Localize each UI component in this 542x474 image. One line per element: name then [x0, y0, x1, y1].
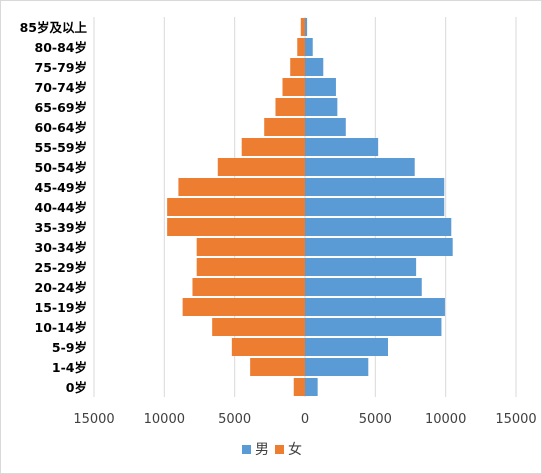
category-label: 30-34岁: [35, 240, 87, 255]
category-label: 70-74岁: [35, 80, 87, 95]
bar-男: [305, 18, 308, 36]
bar-女: [275, 98, 305, 116]
bar-男: [305, 138, 379, 156]
category-label: 35-39岁: [35, 220, 87, 235]
bar-女: [231, 338, 305, 356]
bar-女: [297, 38, 305, 56]
category-label: 25-29岁: [35, 260, 87, 275]
legend-swatch: [275, 444, 284, 454]
category-label: 55-59岁: [35, 140, 87, 155]
category-label: 50-54岁: [35, 160, 87, 175]
bar-男: [305, 278, 422, 296]
x-tick-label: 15000: [73, 412, 114, 427]
category-label: 20-24岁: [35, 280, 87, 295]
bar-女: [293, 378, 305, 396]
legend-item: 男: [242, 439, 269, 459]
x-tick-label: 10000: [425, 412, 466, 427]
bar-男: [305, 318, 442, 336]
bar-男: [305, 158, 415, 176]
bar-女: [196, 238, 305, 256]
category-label: 0岁: [66, 380, 87, 395]
category-label: 5-9岁: [52, 340, 87, 355]
bar-男: [305, 358, 369, 376]
category-label: 75-79岁: [35, 60, 87, 75]
category-label: 45-49岁: [35, 180, 87, 195]
x-tick-label: 5000: [218, 412, 251, 427]
bar-女: [300, 18, 305, 36]
bar-女: [241, 138, 305, 156]
bar-女: [192, 278, 305, 296]
category-label: 65-69岁: [35, 100, 87, 115]
bar-男: [305, 258, 417, 276]
x-tick-label: 15000: [495, 412, 536, 427]
bar-男: [305, 178, 445, 196]
category-label: 1-4岁: [52, 360, 87, 375]
bar-男: [305, 38, 313, 56]
bar-女: [178, 178, 305, 196]
bar-女: [196, 258, 305, 276]
bar-男: [305, 298, 445, 316]
legend-swatch: [242, 444, 251, 454]
bar-女: [264, 118, 305, 136]
chart-legend: 男女: [1, 439, 542, 459]
bar-男: [305, 338, 388, 356]
bar-男: [305, 238, 453, 256]
bar-女: [212, 318, 305, 336]
legend-label: 男: [255, 442, 269, 458]
category-label: 15-19岁: [35, 300, 87, 315]
bar-男: [305, 78, 336, 96]
bar-男: [305, 218, 452, 236]
category-label: 85岁及以上: [20, 20, 88, 35]
legend-item: 女: [275, 439, 302, 459]
bar-男: [305, 118, 346, 136]
x-tick-label: 5000: [359, 412, 392, 427]
category-label: 40-44岁: [35, 200, 87, 215]
bar-女: [167, 198, 305, 216]
bar-男: [305, 378, 318, 396]
bar-女: [182, 298, 305, 316]
category-label: 10-14岁: [35, 320, 87, 335]
bar-男: [305, 98, 338, 116]
bar-女: [282, 78, 305, 96]
x-tick-label: 0: [301, 412, 309, 427]
category-label: 60-64岁: [35, 120, 87, 135]
bar-女: [217, 158, 305, 176]
bar-女: [290, 58, 305, 76]
bar-女: [250, 358, 305, 376]
bar-男: [305, 58, 324, 76]
x-tick-label: 10000: [144, 412, 185, 427]
bar-男: [305, 198, 445, 216]
category-label: 80-84岁: [35, 40, 87, 55]
bar-女: [167, 218, 305, 236]
legend-label: 女: [288, 442, 302, 458]
